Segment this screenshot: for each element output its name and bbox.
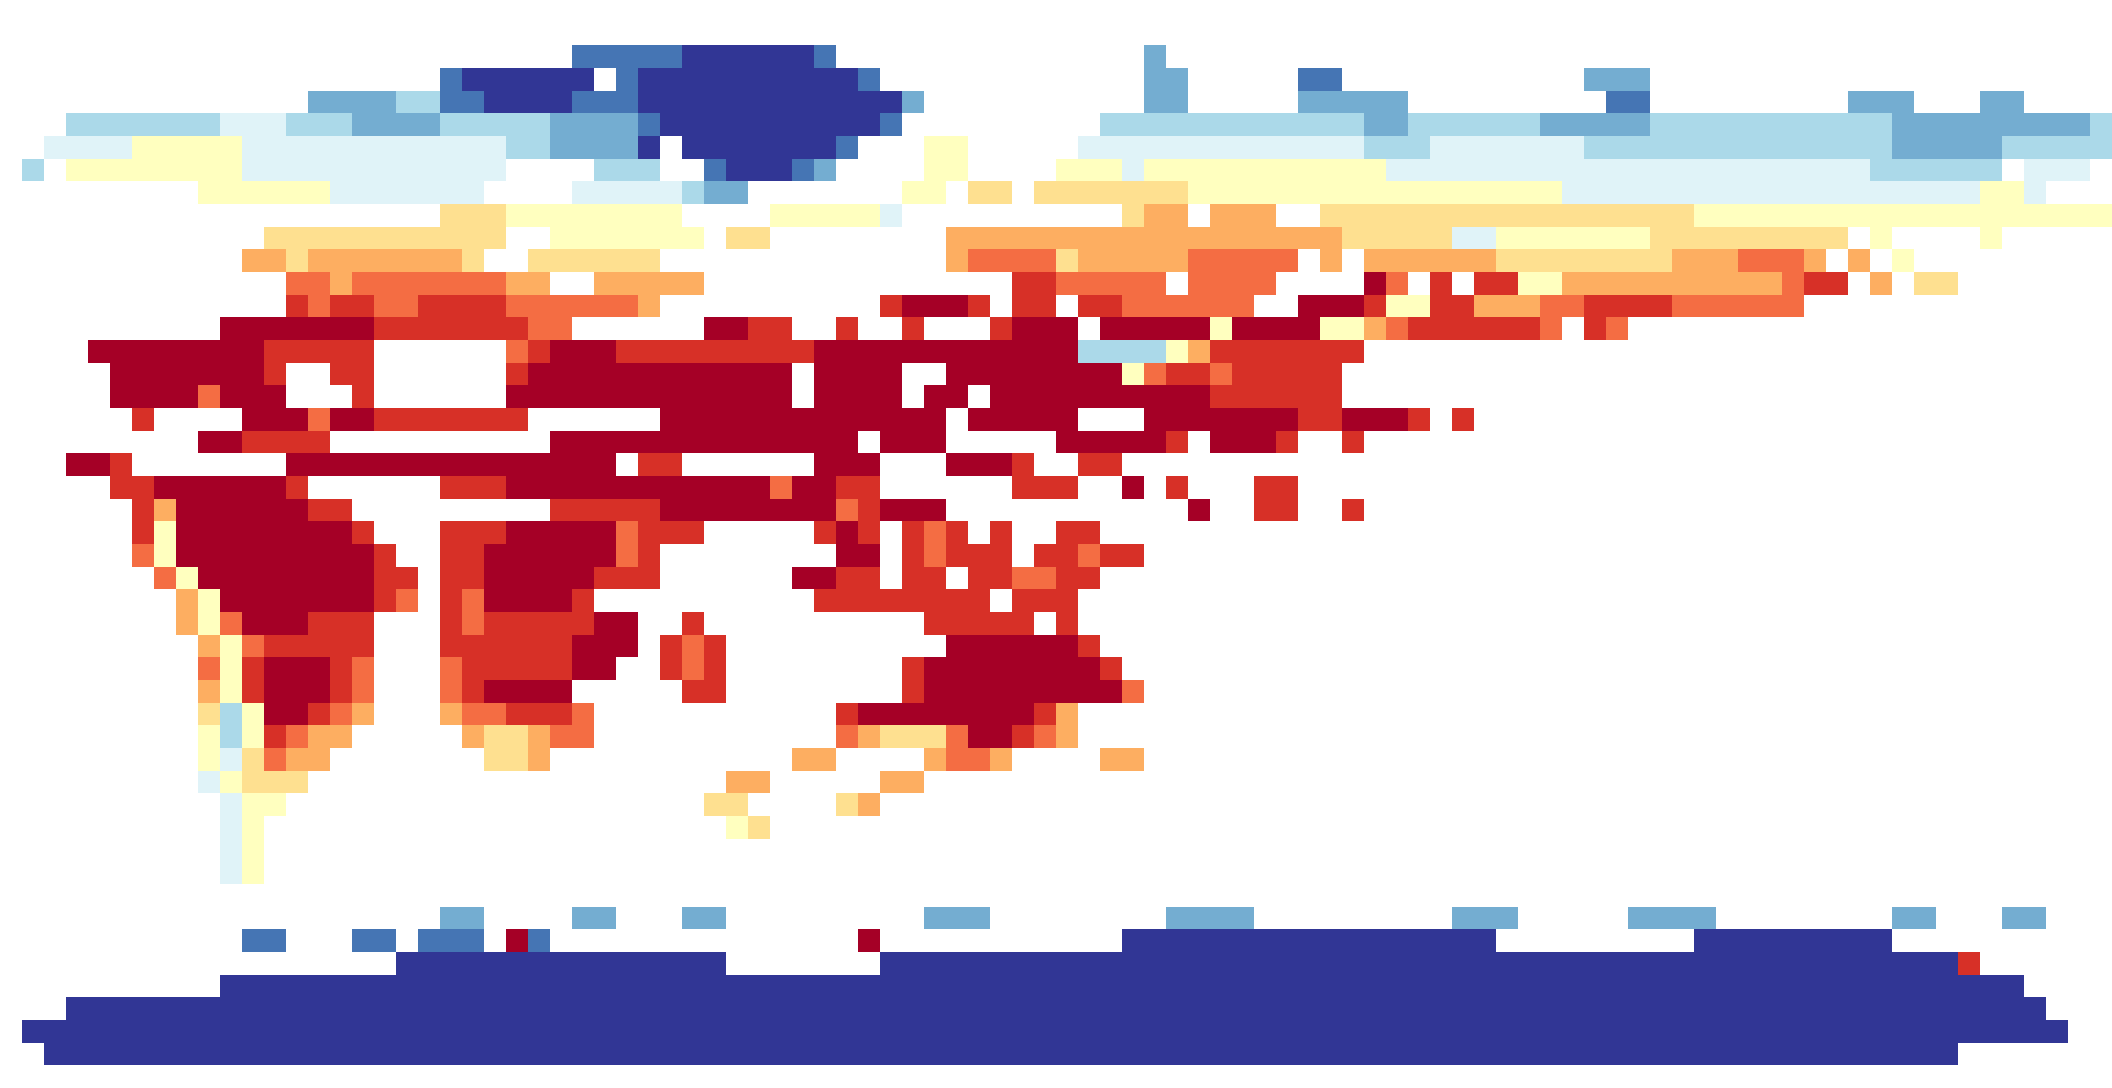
map-canvas (0, 0, 2112, 1088)
world-temperature-map (0, 0, 2112, 1088)
page-root (0, 0, 2112, 1088)
